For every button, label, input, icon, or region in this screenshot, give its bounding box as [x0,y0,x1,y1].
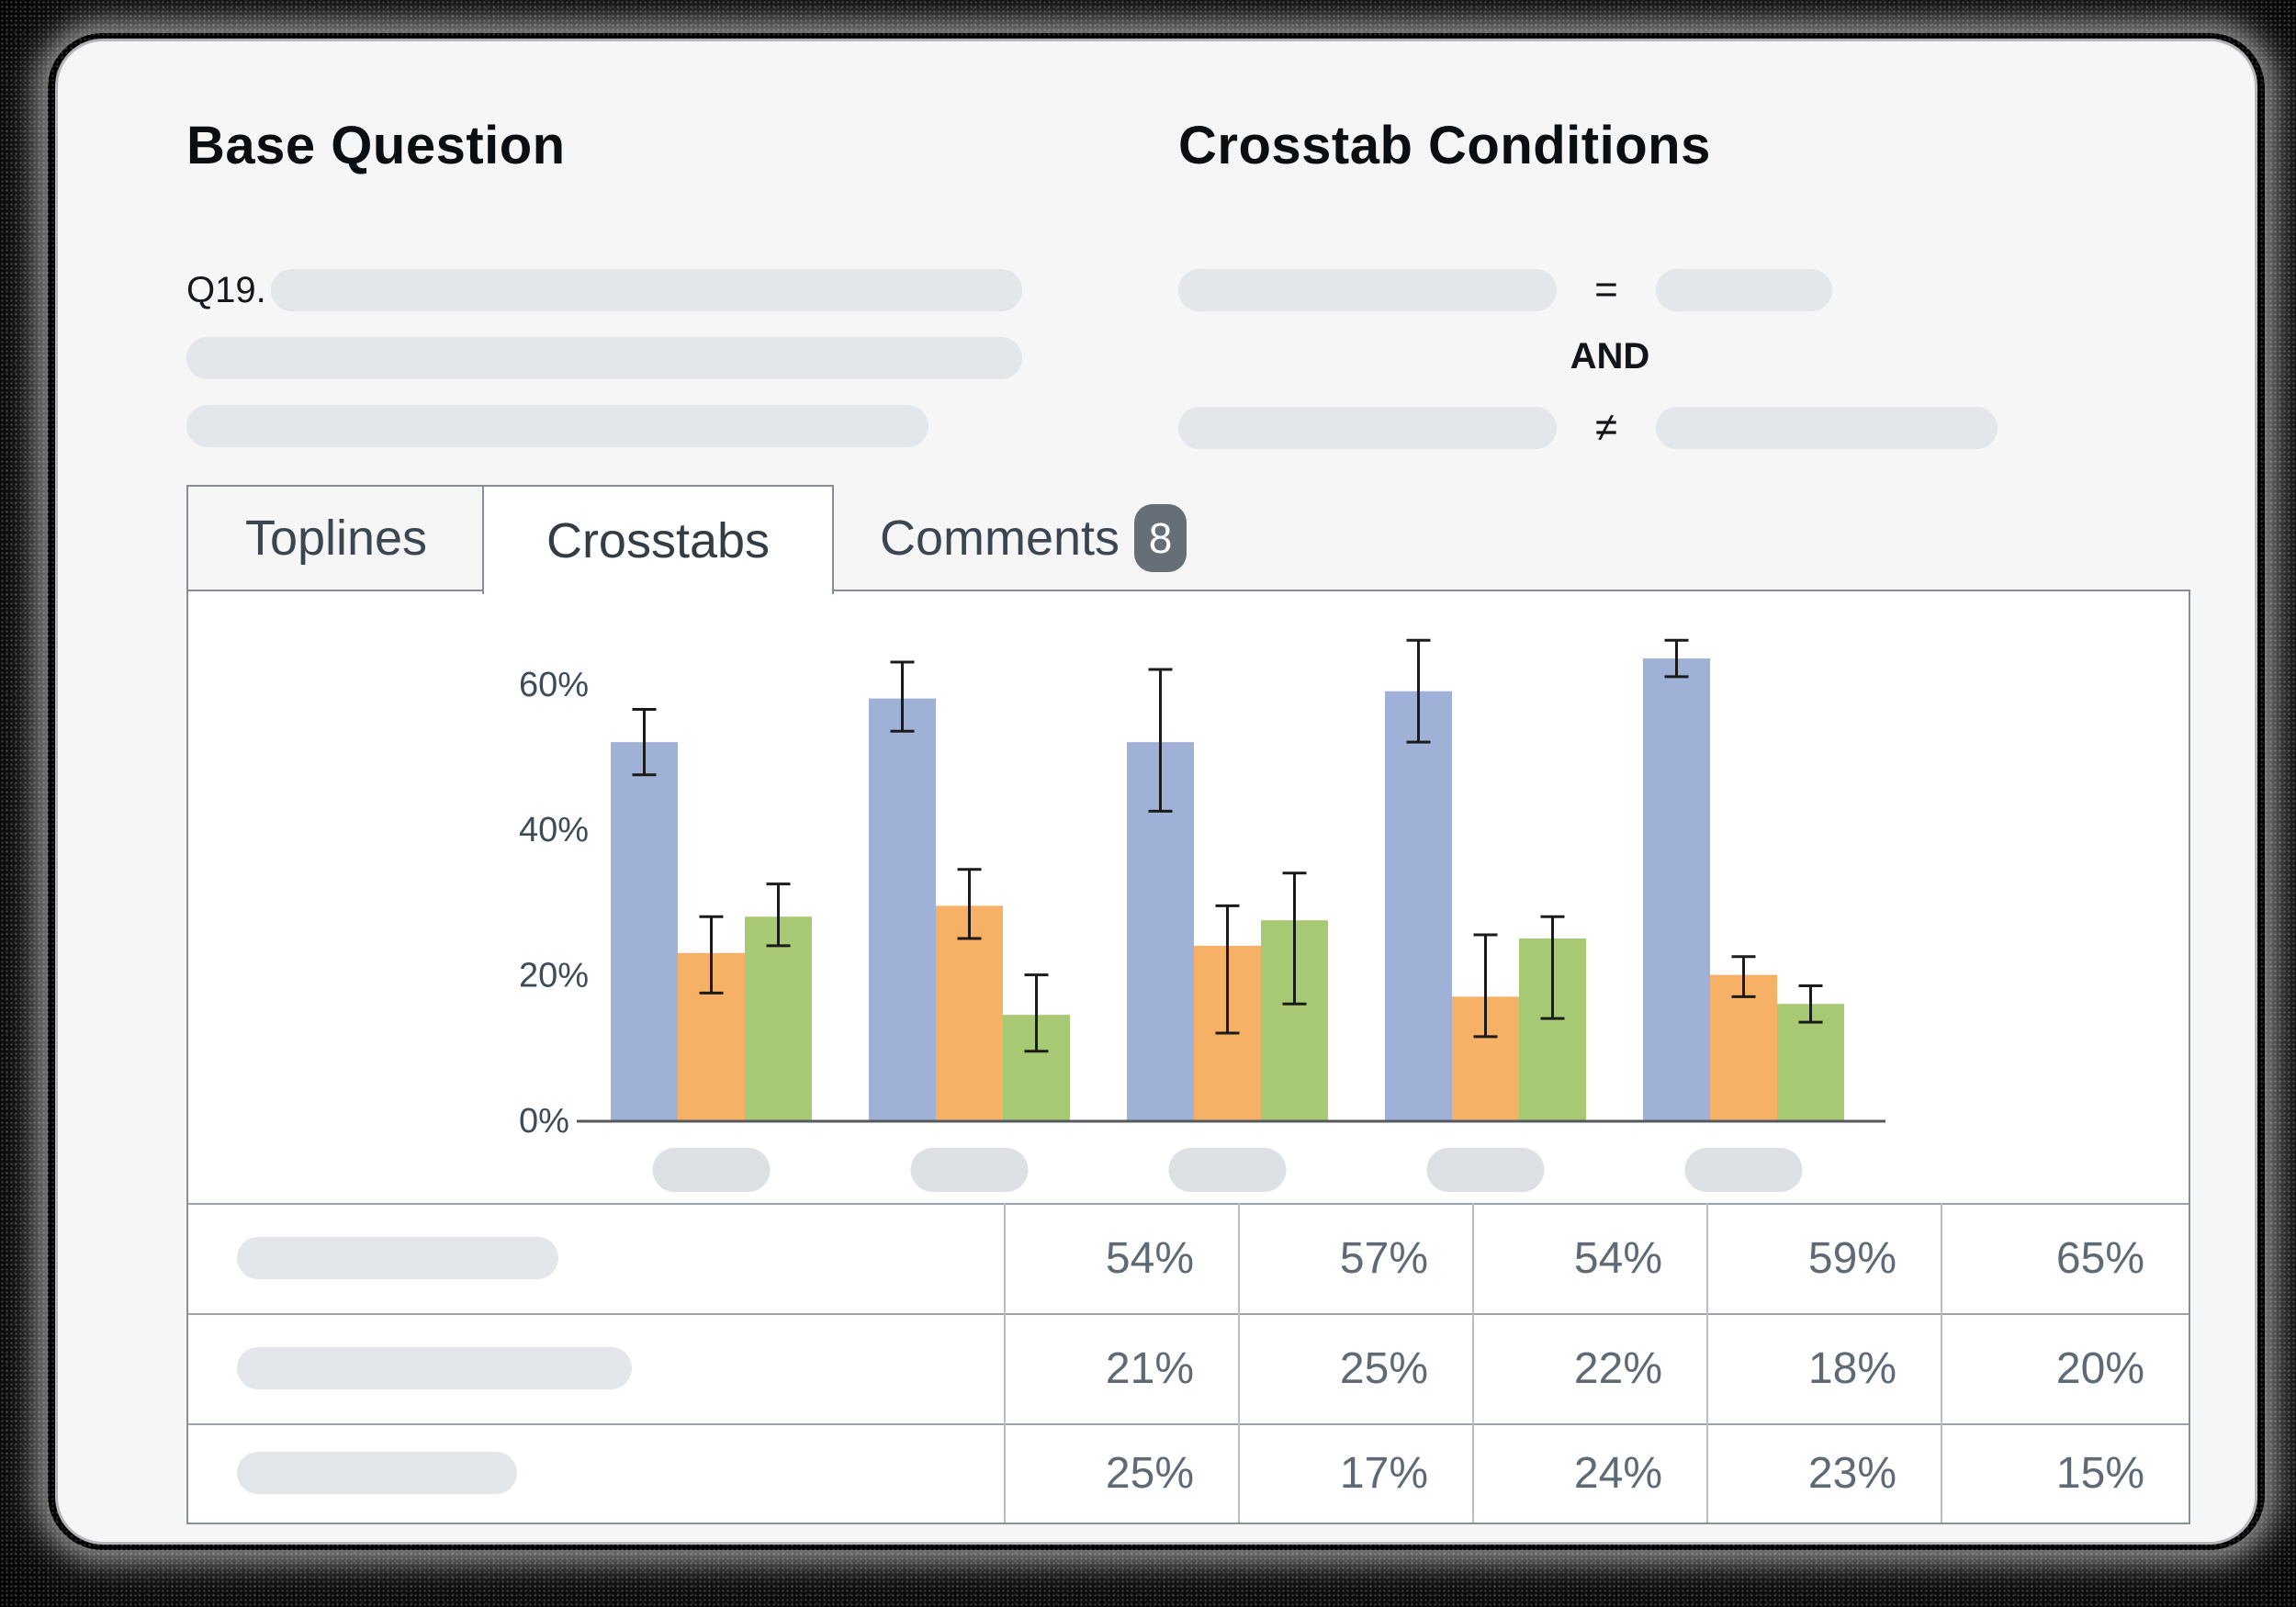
table-row-divider [188,1423,2189,1425]
error-bar-blue [1148,668,1173,813]
table-column-divider [1472,1203,1474,1523]
table-column-divider [1706,1203,1708,1523]
error-bar-blue [890,660,915,733]
table-cell: 65% [2055,1233,2144,1283]
chart-bar-blue [869,698,936,1120]
x-label-placeholder [652,1148,771,1192]
error-bar-green [1798,983,1823,1024]
x-label-placeholder [1426,1148,1545,1192]
table-cell: 54% [1105,1233,1194,1283]
x-label-placeholder [1168,1148,1287,1192]
error-bar-green [1024,973,1049,1053]
tab-toplines-label: Toplines [244,511,428,566]
error-bar-orange [957,868,982,940]
table-cell: 22% [1573,1343,1662,1393]
equals-operator: = [1594,267,1618,312]
chart-bar-orange [1710,974,1777,1120]
chart-bar-blue [611,742,678,1120]
y-tick-label: 0% [519,1102,569,1141]
base-question-title: Base Question [186,116,566,175]
y-tick-label: 20% [519,957,589,995]
condition-value-placeholder [1656,407,1998,449]
error-bar-green [1282,871,1307,1006]
table-column-divider [1004,1203,1006,1523]
error-bar-orange [1215,904,1240,1035]
error-bar-orange [1731,955,1756,998]
crosstab-table: 54% 57% 54% 59% 65% 21% 25% 22% 18% 20% 25% 17% 24% 2… [188,591,2189,1523]
table-cell: 17% [1339,1448,1428,1498]
row-label-placeholder [237,1347,632,1389]
error-bar-blue [1664,638,1689,679]
error-bar-orange [1473,933,1498,1039]
table-cell: 25% [1339,1343,1428,1393]
table-cell: 21% [1105,1343,1194,1393]
tab-crosstabs-label: Crosstabs [546,512,771,568]
question-number-label: Q19. [186,270,266,310]
table-cell: 20% [2055,1343,2144,1393]
not-equals-operator: ≠ [1594,405,1618,450]
table-cell: 54% [1573,1233,1662,1283]
x-label-placeholder [1684,1148,1803,1192]
error-bar-green [1540,915,1565,1020]
y-tick-label: 60% [519,666,589,704]
chart-bar-blue [1385,691,1452,1120]
table-column-divider [1238,1203,1240,1523]
row-label-placeholder [237,1237,558,1279]
table-cell: 23% [1807,1448,1896,1498]
table-cell: 59% [1807,1233,1896,1283]
error-bar-blue [632,708,657,777]
app-card: Base Question Crosstab Conditions Q19. =… [55,39,2257,1545]
chart-bar-blue [1643,658,1710,1120]
error-bar-orange [699,915,724,995]
chart-bar-green [745,916,812,1120]
table-cell: 15% [2055,1448,2144,1498]
table-column-divider [1941,1203,1942,1523]
tab-comments[interactable]: Comments 8 [834,487,1187,590]
comments-count-badge: 8 [1134,504,1187,572]
question-text-placeholder [186,405,929,447]
and-operator: AND [1570,335,1650,376]
tab-toplines[interactable]: Toplines [188,487,484,590]
crosstab-conditions-title: Crosstab Conditions [1178,116,1711,175]
table-cell: 18% [1807,1343,1896,1393]
condition-field-placeholder [1178,269,1557,311]
table-row-divider [188,1203,2189,1205]
crosstabs-panel: 0% 20% 40% 60% 54% 57% 54% 59% 65% 21% 25% 22% 18% 2… [186,590,2190,1524]
crosstab-bar-chart: 0% 20% 40% 60% [519,638,1885,1192]
table-cell: 25% [1105,1448,1194,1498]
error-bar-blue [1406,638,1431,744]
table-cell: 57% [1339,1233,1428,1283]
error-bar-green [766,882,791,948]
table-cell: 24% [1573,1448,1662,1498]
table-row-divider [188,1313,2189,1315]
tab-crosstabs[interactable]: Crosstabs [482,485,834,594]
x-label-placeholder [910,1148,1029,1192]
question-text-placeholder [271,269,1022,311]
y-tick-label: 40% [519,811,589,849]
tab-comments-label: Comments [880,511,1120,566]
condition-value-placeholder [1656,269,1832,311]
condition-field-placeholder [1178,407,1557,449]
question-text-placeholder [186,337,1022,379]
row-label-placeholder [237,1452,517,1494]
chart-bar-orange [936,905,1003,1120]
